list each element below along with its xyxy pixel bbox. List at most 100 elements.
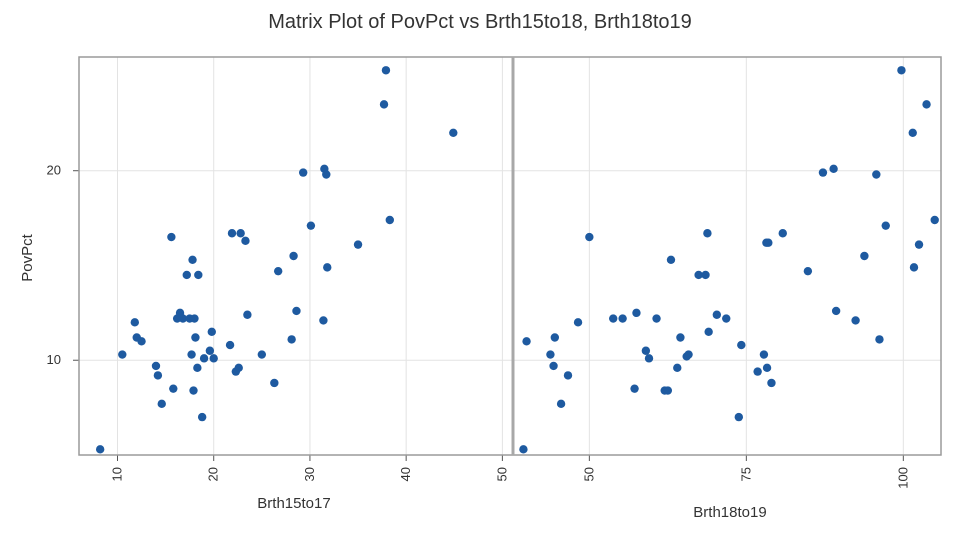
data-point [759,350,769,359]
plot-frame [78,56,942,456]
data-point [188,255,197,264]
x-tick-label: 20 [206,467,221,481]
data-point [550,333,560,342]
data-point [737,340,746,350]
data-point [191,333,200,342]
data-point [881,221,890,230]
data-point [169,384,178,393]
data-point [704,327,713,337]
y-tick-label: 10 [47,352,61,367]
x-tick-label: 50 [494,467,509,481]
data-point [641,346,651,355]
x-tick-label: 40 [398,467,413,481]
data-point [209,354,218,363]
data-point [573,318,583,327]
data-point [546,350,555,359]
data-point [632,308,641,318]
data-point [273,266,283,276]
data-point [381,66,391,75]
x-tick-label: 30 [302,467,317,481]
data-point [684,350,693,359]
y-tick-label: 20 [47,163,61,178]
data-point [734,412,744,422]
data-point [182,270,191,280]
data-point [322,170,331,179]
data-point [270,378,279,388]
data-point [178,314,188,323]
data-point [385,215,394,225]
data-point [875,335,884,344]
data-point [199,354,209,363]
data-point [831,306,841,316]
data-point [860,251,869,261]
data-point [167,232,176,242]
data-point [753,367,762,376]
data-point [205,346,215,355]
data-point [449,128,458,138]
x-tick-label: 10 [109,467,124,481]
data-point [872,170,881,179]
data-point [189,386,198,395]
data-point [694,270,703,280]
data-point [257,350,267,359]
x-axis-label-panel-1: Brth15to17 [257,495,330,512]
data-point [207,327,216,337]
data-point [287,335,296,344]
data-point [549,361,558,371]
data-point [762,363,772,373]
data-point [930,215,939,225]
data-point [353,240,363,249]
plot-area: 10 20 30 40 50 50 75 100 10 20 [47,56,942,489]
data-point [618,314,627,323]
data-point [225,340,235,350]
data-point [818,168,828,177]
data-point [193,363,202,373]
data-point [137,337,146,346]
data-point [157,399,166,409]
data-point [609,314,618,323]
x-axis-label-panel-2: Brth18to19 [693,504,766,521]
data-point [778,229,787,238]
x-tick-label: 75 [738,467,753,481]
data-point [151,361,161,371]
data-point [673,363,682,373]
data-point [236,229,245,238]
x-tick-label: 100 [895,467,910,489]
data-point [227,229,237,238]
data-point [118,350,127,359]
data-point [712,310,722,319]
data-point [241,236,250,246]
data-point [703,229,712,238]
data-point [306,221,316,230]
data-point [829,164,838,174]
data-point [652,314,661,323]
data-point [379,100,389,109]
data-point [851,316,860,325]
data-point [519,445,528,454]
chart-title: Matrix Plot of PovPct vs Brth15to18, Brt… [268,11,692,33]
data-point [522,337,531,346]
data-point [803,266,813,276]
data-point [666,255,676,264]
data-point [556,399,566,409]
data-point [292,306,301,316]
data-point [243,310,252,319]
data-point [663,386,673,395]
data-point [563,371,573,380]
data-point [722,314,731,323]
data-point [153,371,163,380]
data-point [897,66,906,75]
data-point [319,316,328,325]
data-point [194,270,203,280]
y-axis-label: PovPct [19,233,36,281]
data-point [298,168,308,177]
data-point [190,314,199,323]
data-point [187,350,196,359]
data-point [676,333,685,342]
data-point [323,263,332,272]
data-point [234,363,243,373]
data-point [767,378,776,388]
data-point [130,318,140,327]
